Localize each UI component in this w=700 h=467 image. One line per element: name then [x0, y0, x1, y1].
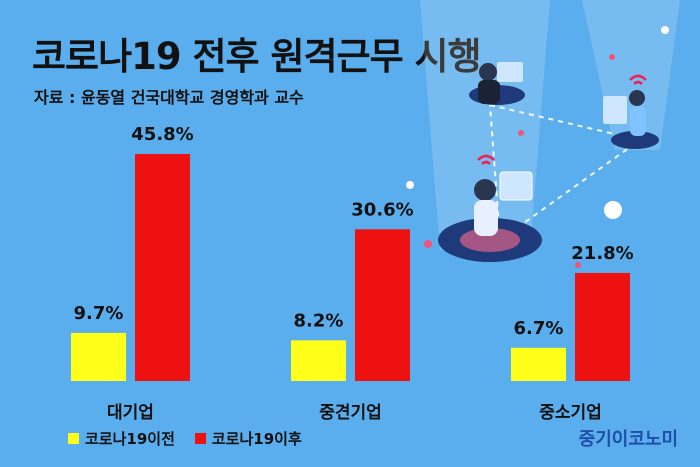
decor-dot	[609, 54, 615, 60]
bar-before-2	[511, 347, 566, 381]
screen-icon	[603, 96, 627, 124]
person-body	[630, 106, 646, 136]
decor-dot	[424, 240, 432, 248]
decor-dot	[518, 130, 524, 136]
screen-icon	[497, 62, 523, 82]
chart-source: 자료 : 윤동열 건국대학교 경영학과 교수	[34, 88, 304, 107]
legend-label-after: 코로나19이후	[211, 430, 302, 448]
category-label-0: 대기업	[107, 403, 154, 423]
legend-label-before: 코로나19이전	[85, 430, 175, 448]
category-label-1: 중견기업	[319, 403, 382, 423]
legend-item-before: 코로나19이전	[68, 428, 175, 449]
bar-before-0	[71, 332, 126, 381]
legend-item-after: 코로나19이후	[194, 428, 302, 449]
screen-icon	[499, 171, 533, 201]
wifi-icon	[477, 154, 495, 165]
person-body	[474, 200, 498, 236]
brand-logo: 중기이코노미	[578, 429, 678, 450]
person-icon	[629, 90, 645, 106]
data-label-after-2: 21.8%	[571, 243, 633, 264]
bar-after-2	[575, 272, 630, 381]
decor-dot	[604, 201, 622, 219]
spotlight-beam	[582, 0, 680, 150]
data-label-before-2: 6.7%	[514, 318, 564, 339]
decor-dot	[661, 26, 669, 34]
category-label-2: 중소기업	[539, 403, 602, 423]
bar-after-1	[355, 229, 410, 381]
person-body	[478, 80, 500, 104]
bar-after-0	[135, 154, 190, 381]
data-label-before-1: 8.2%	[294, 310, 344, 331]
decor-dot	[575, 262, 581, 268]
data-label-after-0: 45.8%	[131, 124, 193, 145]
chart-title: 코로나19 전후 원격근무 시행	[32, 35, 482, 78]
data-label-before-0: 9.7%	[74, 303, 124, 324]
network-lines	[489, 104, 643, 242]
person-icon	[479, 63, 497, 81]
bar-before-1	[291, 340, 346, 381]
data-label-after-1: 30.6%	[351, 199, 413, 220]
decor-dot	[406, 181, 414, 189]
legend-swatch-after	[194, 433, 206, 444]
platform-glow	[460, 228, 520, 252]
person-icon	[474, 179, 496, 201]
wifi-icon	[629, 74, 647, 85]
legend: 코로나19이전 코로나19이후	[68, 428, 322, 449]
legend-swatch-before	[68, 433, 79, 444]
platform	[611, 131, 659, 149]
